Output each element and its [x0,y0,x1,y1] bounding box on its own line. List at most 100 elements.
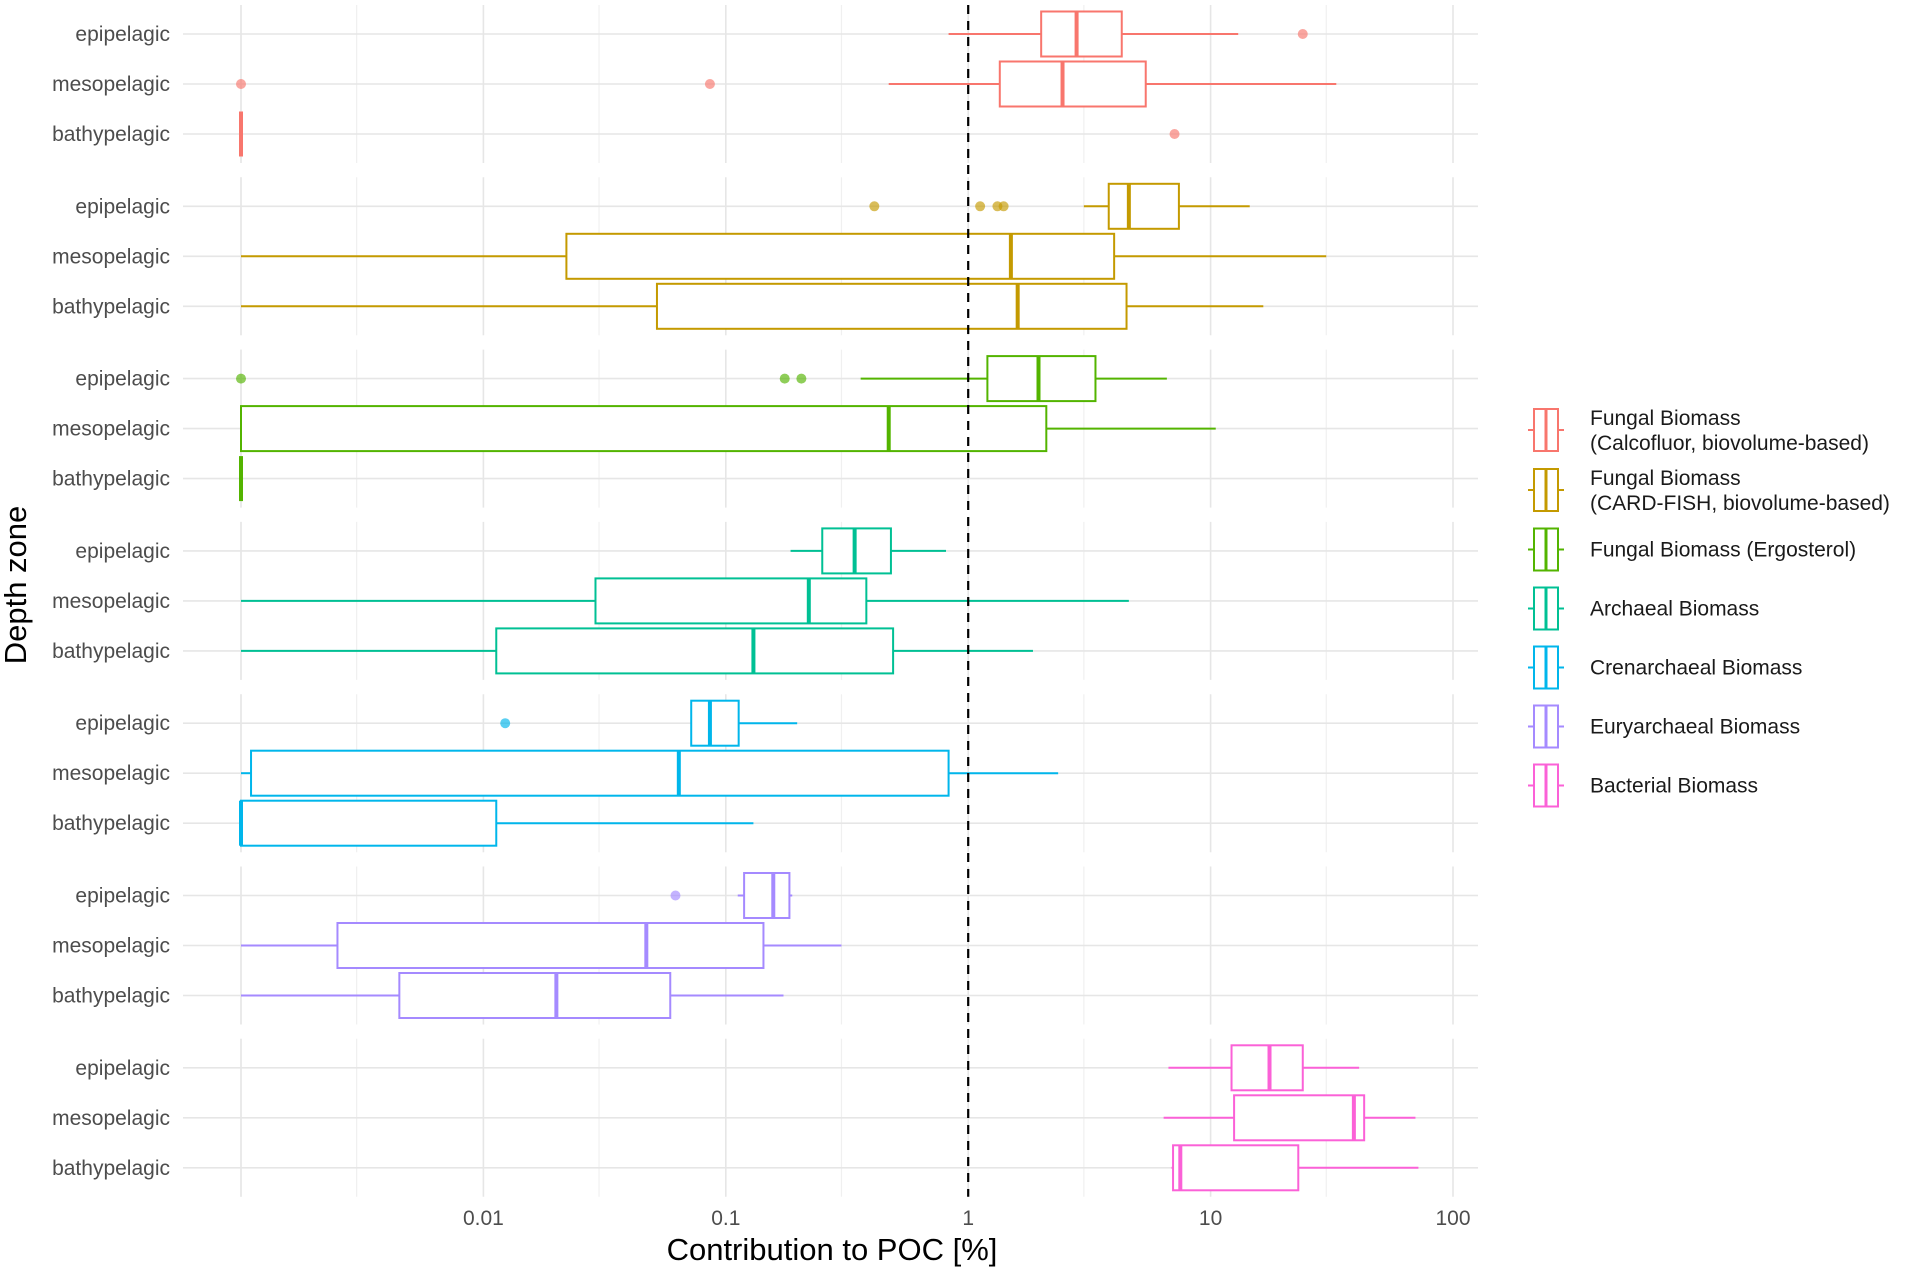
legend-label: Bacterial Biomass [1590,775,1758,798]
y-tick-label: mesopelagic [52,245,170,268]
y-tick-label: epipelagic [75,195,170,218]
legend-item-1: Fungal Biomass(CARD-FISH, biovolume-base… [1528,467,1890,515]
y-tick-label: bathypelagic [52,812,170,835]
box-mesopelagic [241,749,1059,797]
panel-5: epipelagic mesopelagic bathypelagic [52,866,1478,1025]
panels: epipelagicmesopelagicbathypelagicepipela… [52,5,1478,1197]
panel-3: epipelagic mesopelagic bathypelagic [52,521,1478,680]
iqr-box [336,922,765,969]
box-mesopelagic [1163,1094,1416,1142]
outlier-point [236,373,246,384]
iqr-box [1172,1144,1300,1192]
x-tick-label: 10 [1199,1207,1222,1230]
y-tick-label: epipelagic [75,23,170,46]
iqr-box [743,872,791,919]
panel-0: epipelagic mesopelagic bathypelagic [52,5,1478,163]
box-mesopelagic [241,922,842,969]
box-epipelagic [500,699,798,747]
box-epipelagic [948,10,1308,58]
y-tick-label: mesopelagic [52,73,170,96]
box-bathypelagic [241,627,1033,675]
box-bathypelagic [239,799,754,847]
legend: Fungal Biomass(Calcofluor, biovolume-bas… [1528,407,1890,808]
y-tick-label: mesopelagic [52,762,170,785]
y-tick-label: bathypelagic [52,295,170,318]
outlier-point [975,201,986,212]
box-bathypelagic [241,282,1264,330]
outlier-point [1297,29,1308,39]
x-axis-ticks: 0.01 0.1 1 10 100 [463,1207,1471,1230]
y-tick-label: bathypelagic [52,640,170,663]
legend-item-4: Crenarchaeal Biomass [1528,645,1802,690]
outlier-point [1169,129,1180,139]
y-tick-label: bathypelagic [52,468,170,491]
iqr-box [250,749,950,797]
legend-item-6: Bacterial Biomass [1528,763,1758,808]
legend-label: (Calcofluor, biovolume-based) [1590,432,1869,455]
box-epipelagic [670,872,793,919]
y-tick-label: epipelagic [75,712,170,735]
y-tick-label: epipelagic [75,1057,170,1080]
y-tick-label: epipelagic [75,368,170,391]
x-tick-label: 0.1 [711,1207,740,1230]
legend-label: Fungal Biomass [1590,467,1741,490]
box-bathypelagic [239,111,1180,157]
y-tick-label: mesopelagic [52,1107,170,1130]
iqr-box [986,355,1097,403]
panel-2: epipelagic mesopelagic bathypelagic [52,349,1478,508]
iqr-box [495,627,895,675]
x-tick-label: 100 [1435,1207,1470,1230]
y-tick-label: mesopelagic [52,935,170,958]
iqr-box [240,799,498,847]
legend-label: Euryarchaeal Biomass [1590,716,1800,739]
y-axis-title: Depth zone [0,506,33,665]
panel-4: epipelagic mesopelagic bathypelagic [52,694,1478,853]
y-tick-label: epipelagic [75,540,170,563]
box-epipelagic [236,355,1167,403]
iqr-box [1233,1094,1366,1142]
box-mesopelagic [241,577,1129,625]
legend-item-2: Fungal Biomass (Ergosterol) [1528,527,1856,572]
panel-1: epipelagic mesopelagic bathypelagic [52,177,1478,336]
outlier-point [779,373,790,384]
x-tick-label: 1 [962,1207,974,1230]
box-epipelagic [869,182,1250,230]
iqr-box [1040,10,1123,58]
outlier-point [236,79,246,89]
x-tick-label: 0.01 [463,1207,504,1230]
legend-label: Fungal Biomass [1590,407,1741,430]
box-mesopelagic [240,405,1216,453]
box-epipelagic [1168,1044,1360,1092]
y-tick-label: mesopelagic [52,418,170,441]
box-bathypelagic [1171,1144,1419,1192]
legend-label: Crenarchaeal Biomass [1590,657,1802,680]
y-tick-label: bathypelagic [52,123,170,146]
outlier-point [869,201,880,212]
y-tick-label: mesopelagic [52,590,170,613]
iqr-box [690,699,740,747]
legend-label: (CARD-FISH, biovolume-based) [1590,492,1890,515]
panel-6: epipelagic mesopelagic bathypelagic [52,1038,1478,1197]
outlier-point [998,201,1009,212]
legend-label: Fungal Biomass (Ergosterol) [1590,539,1856,562]
y-tick-label: bathypelagic [52,1157,170,1180]
outlier-point [670,890,681,901]
legend-item-0: Fungal Biomass(Calcofluor, biovolume-bas… [1528,407,1869,455]
outlier-point [500,718,511,729]
box-mesopelagic [236,60,1337,108]
box-mesopelagic [241,232,1327,280]
iqr-box [998,60,1147,108]
y-tick-label: epipelagic [75,885,170,908]
outlier-point [704,79,715,89]
iqr-box [1107,182,1180,230]
iqr-box [398,972,672,1019]
box-epipelagic [790,527,947,575]
iqr-box [240,405,1048,453]
legend-item-3: Archaeal Biomass [1528,586,1759,631]
legend-label: Archaeal Biomass [1590,598,1759,621]
iqr-box [1230,1044,1304,1092]
x-axis-title: Contribution to POC [%] [667,1232,998,1267]
outlier-point [796,373,807,384]
iqr-box [594,577,868,625]
